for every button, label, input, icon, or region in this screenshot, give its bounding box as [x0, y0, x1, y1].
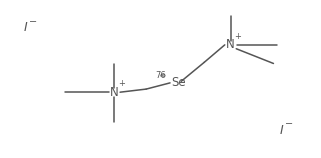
- Text: −: −: [29, 17, 37, 27]
- Text: I: I: [280, 124, 283, 137]
- Text: N: N: [226, 38, 235, 51]
- Text: Se: Se: [172, 76, 186, 89]
- Text: N: N: [110, 86, 119, 99]
- Text: −: −: [285, 119, 293, 129]
- Text: ⁶⁶: ⁶⁶: [160, 73, 167, 82]
- Text: +: +: [234, 32, 241, 41]
- Text: I: I: [23, 21, 27, 34]
- Text: +: +: [118, 79, 125, 88]
- Text: 76: 76: [155, 71, 166, 80]
